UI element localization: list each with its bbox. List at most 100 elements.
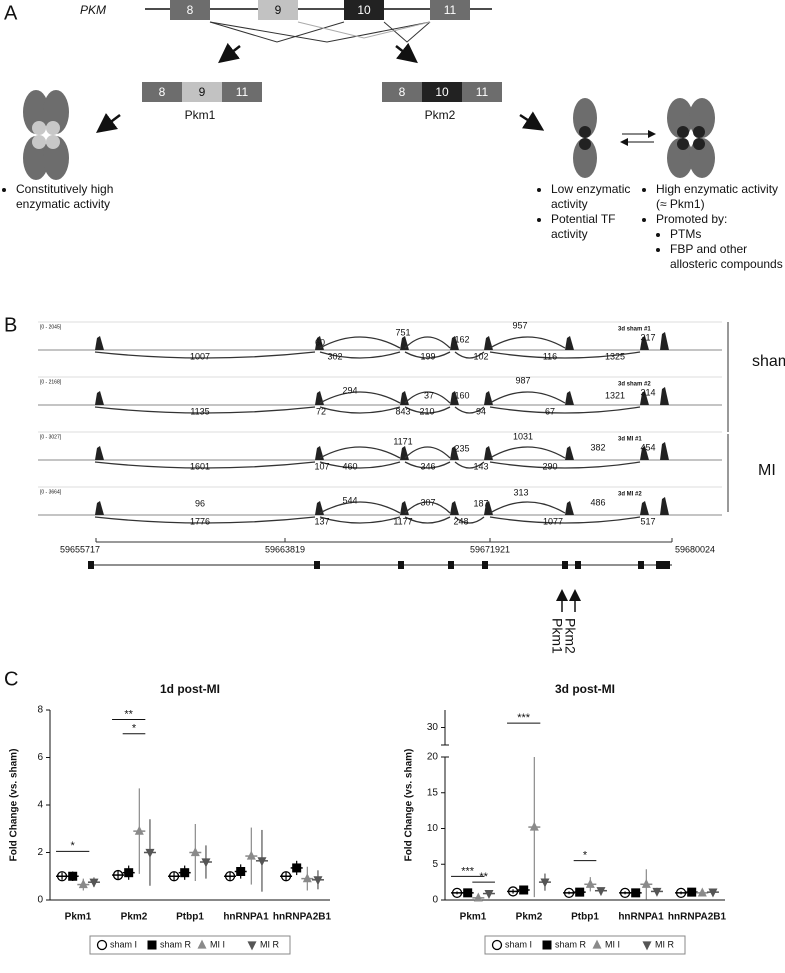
junction-count: 235 xyxy=(454,443,469,453)
junction-count: 199 xyxy=(420,351,435,361)
y-tick-label: 0 xyxy=(37,895,43,906)
junction-arc xyxy=(489,336,566,349)
coverage-peak xyxy=(640,501,649,515)
junction-count: 162 xyxy=(454,334,469,344)
significance-label: * xyxy=(71,840,76,852)
coverage-peak xyxy=(640,446,649,460)
track-name: 3d sham #2 xyxy=(618,382,651,388)
coverage-peak xyxy=(95,446,104,460)
junction-count: 210 xyxy=(419,406,434,416)
exon-label: 8 xyxy=(187,3,194,17)
bullet: Potential TF activity xyxy=(551,212,646,242)
significance-label: ** xyxy=(124,708,133,720)
y-tick-label: 6 xyxy=(37,752,43,763)
significance-label: *** xyxy=(517,712,531,724)
junction-arc xyxy=(454,461,485,469)
bullet-list: High enzymatic activity (≈ Pkm1) Promote… xyxy=(640,182,785,272)
marker xyxy=(463,888,473,898)
marker xyxy=(257,857,267,867)
junction-arc xyxy=(404,516,451,524)
coverage-peak xyxy=(315,391,324,405)
legend-label: sham I xyxy=(505,939,532,949)
gene-model-exon xyxy=(638,561,644,569)
coverage-peak xyxy=(484,391,493,405)
coverage-peak xyxy=(450,446,459,460)
junction-arc xyxy=(454,516,485,524)
bullet: PTMs xyxy=(670,227,785,242)
chart-title: 1d post-MI xyxy=(160,682,220,696)
marker xyxy=(575,887,585,897)
junction-arc xyxy=(404,446,451,459)
junction-count: 313 xyxy=(513,487,528,497)
coverage-peak xyxy=(95,501,104,515)
coverage-peak xyxy=(450,391,459,405)
legend-label: MI R xyxy=(655,939,674,949)
marker xyxy=(687,887,697,897)
y-tick-label: 15 xyxy=(427,787,439,798)
junction-arc xyxy=(404,351,451,359)
marker xyxy=(190,847,200,857)
junction-count: 1601 xyxy=(190,461,210,471)
bullet: Constitutively high enzymatic activity xyxy=(16,182,136,212)
track-name: 3d MI #1 xyxy=(618,437,642,443)
exon xyxy=(142,82,182,102)
exon xyxy=(422,82,462,102)
panel-label: C xyxy=(4,668,18,690)
bullet: Low enzymatic activity xyxy=(551,182,646,212)
junction-count: 60 xyxy=(315,337,325,347)
marker xyxy=(619,887,631,898)
splice-line xyxy=(209,21,345,43)
significance-label: ** xyxy=(479,871,488,883)
marker xyxy=(631,888,641,898)
y-tick-label: 20 xyxy=(427,752,439,763)
marker xyxy=(134,825,144,835)
legend-box xyxy=(484,935,686,955)
isoform-name: Pkm1 xyxy=(185,108,216,122)
gene-model-exon xyxy=(314,561,320,569)
x-tick-label: Pkm2 xyxy=(516,912,543,923)
coverage-peak xyxy=(660,442,669,460)
junction-arc xyxy=(489,446,566,459)
y-axis-label: Fold Change (vs. sham) xyxy=(404,749,415,862)
junction-arc xyxy=(404,391,451,404)
junction-arc xyxy=(319,406,401,414)
legend-marker xyxy=(247,941,257,951)
legend-label: MI I xyxy=(210,939,225,949)
marker xyxy=(451,887,463,898)
marker xyxy=(519,885,529,895)
junction-count: 843 xyxy=(395,406,410,416)
legend-marker xyxy=(592,939,602,949)
junction-arc xyxy=(94,351,316,359)
y-axis-label: Fold Change (vs. sham) xyxy=(9,749,20,862)
x-tick-label: hnRNPA2B1 xyxy=(668,912,727,923)
arrow xyxy=(96,113,121,133)
x-tick-label: hnRNPA2B1 xyxy=(273,912,332,923)
splice-line xyxy=(209,21,431,43)
x-tick-label: Pkm1 xyxy=(460,912,487,923)
legend-label: sham R xyxy=(555,939,587,949)
exon xyxy=(222,82,262,102)
junction-count: 751 xyxy=(395,327,410,337)
coverage-peak xyxy=(484,501,493,515)
marker xyxy=(180,868,190,878)
junction-count: 454 xyxy=(640,442,655,452)
junction-arc xyxy=(94,516,316,524)
junction-arc xyxy=(489,516,641,524)
junction-arc xyxy=(404,501,451,514)
exon xyxy=(382,82,422,102)
x-tick-label: Ptbp1 xyxy=(571,912,599,923)
junction-count: 94 xyxy=(476,406,486,416)
marker xyxy=(145,848,155,858)
gene-model-exon xyxy=(448,561,454,569)
junction-count: 382 xyxy=(590,442,605,452)
coordinate-label: 59680024 xyxy=(675,544,715,554)
marker xyxy=(708,888,718,898)
coverage-peak xyxy=(315,446,324,460)
exon xyxy=(170,0,210,20)
bullet-text: Promoted by: xyxy=(656,212,728,226)
junction-arc xyxy=(319,446,401,459)
junction-count: 302 xyxy=(327,351,342,361)
track-range: [0 - 2045] xyxy=(40,324,62,330)
coverage-peak xyxy=(484,336,493,350)
legend-marker xyxy=(491,939,503,951)
